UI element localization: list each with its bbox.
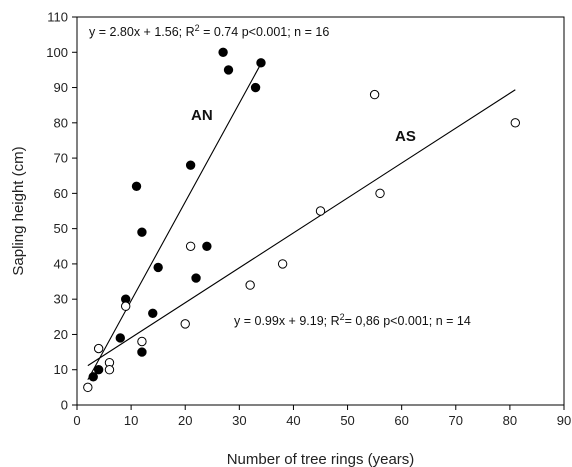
data-point-an	[223, 65, 234, 75]
an-r2-superscript: 2	[195, 23, 200, 33]
data-point-as	[510, 118, 520, 128]
y-tick-label: 110	[47, 10, 68, 25]
data-point-an	[250, 82, 261, 93]
series-label-an: AN	[191, 107, 213, 124]
data-point-as	[375, 188, 385, 199]
x-axis-label: Number of tree rings (years)	[227, 451, 415, 467]
x-tick-label: 80	[503, 413, 517, 428]
data-point-as	[315, 206, 326, 216]
regression-lines	[87, 63, 516, 381]
an-regression-annotation: y = 2.80x + 1.56; R2 = 0.74 p<0.001; n =…	[89, 23, 329, 39]
series-label-as: AS	[395, 128, 416, 145]
data-point-an	[191, 273, 201, 283]
an-stats: = 0.74 p<0.001; n = 16	[200, 25, 330, 39]
y-tick-label: 90	[54, 80, 68, 95]
data-point-as	[121, 301, 131, 311]
data-point-as	[83, 382, 93, 393]
data-point-as	[180, 319, 190, 329]
data-point-as	[245, 280, 255, 290]
y-tick-label: 0	[61, 398, 68, 413]
y-tick-label: 50	[54, 221, 68, 236]
data-point-as	[185, 241, 196, 251]
x-axis-ticks: 0 10 20 30 40 50 60 70 80 90	[73, 405, 571, 428]
data-point-as	[277, 259, 288, 269]
data-point-as	[104, 365, 115, 375]
data-point-as	[369, 89, 380, 100]
data-point-an	[93, 365, 104, 375]
as-stats: = 0,86 p<0.001; n = 14	[345, 314, 471, 328]
data-point-as	[137, 336, 147, 347]
y-tick-label: 60	[54, 186, 68, 201]
y-tick-label: 30	[54, 292, 68, 307]
x-tick-label: 20	[178, 413, 192, 428]
data-point-an	[218, 47, 228, 57]
x-tick-label: 30	[232, 413, 246, 428]
x-tick-label: 40	[286, 413, 300, 428]
regression-line-an	[87, 63, 262, 381]
data-point-an	[185, 160, 196, 170]
y-tick-label: 10	[54, 362, 68, 377]
data-point-an	[153, 262, 163, 273]
x-tick-label: 10	[124, 413, 138, 428]
x-tick-label: 50	[340, 413, 354, 428]
data-point-an	[131, 181, 142, 192]
x-tick-label: 0	[73, 413, 80, 428]
y-tick-label: 20	[54, 327, 68, 342]
data-point-an	[256, 58, 266, 68]
data-point-an	[115, 333, 125, 343]
data-point-an	[88, 372, 98, 382]
data-point-as	[93, 343, 104, 354]
y-tick-label: 100	[46, 45, 68, 60]
as-r2-superscript: 2	[340, 312, 345, 322]
as-equation: y = 0.99x + 9.19; R	[234, 314, 340, 328]
data-point-an	[137, 227, 147, 237]
an-equation: y = 2.80x + 1.56; R	[89, 25, 195, 39]
x-tick-label: 70	[449, 413, 463, 428]
y-tick-label: 80	[54, 115, 68, 130]
regression-line-as	[87, 89, 516, 367]
y-tick-label: 70	[54, 151, 68, 166]
x-tick-label: 90	[557, 413, 571, 428]
plot-frame	[76, 16, 565, 406]
as-regression-annotation: y = 0.99x + 9.19; R2= 0,86 p<0.001; n = …	[234, 312, 471, 328]
y-tick-label: 40	[54, 256, 68, 271]
data-point-an	[137, 347, 147, 357]
y-axis-label: Sapling height (cm)	[10, 146, 27, 275]
x-tick-label: 60	[394, 413, 408, 428]
y-axis-ticks: 0 10 20 30 40 50 60 70 80 90 100 110	[46, 10, 77, 413]
data-points	[83, 47, 520, 393]
data-point-an	[202, 241, 212, 251]
data-point-an	[148, 308, 158, 318]
